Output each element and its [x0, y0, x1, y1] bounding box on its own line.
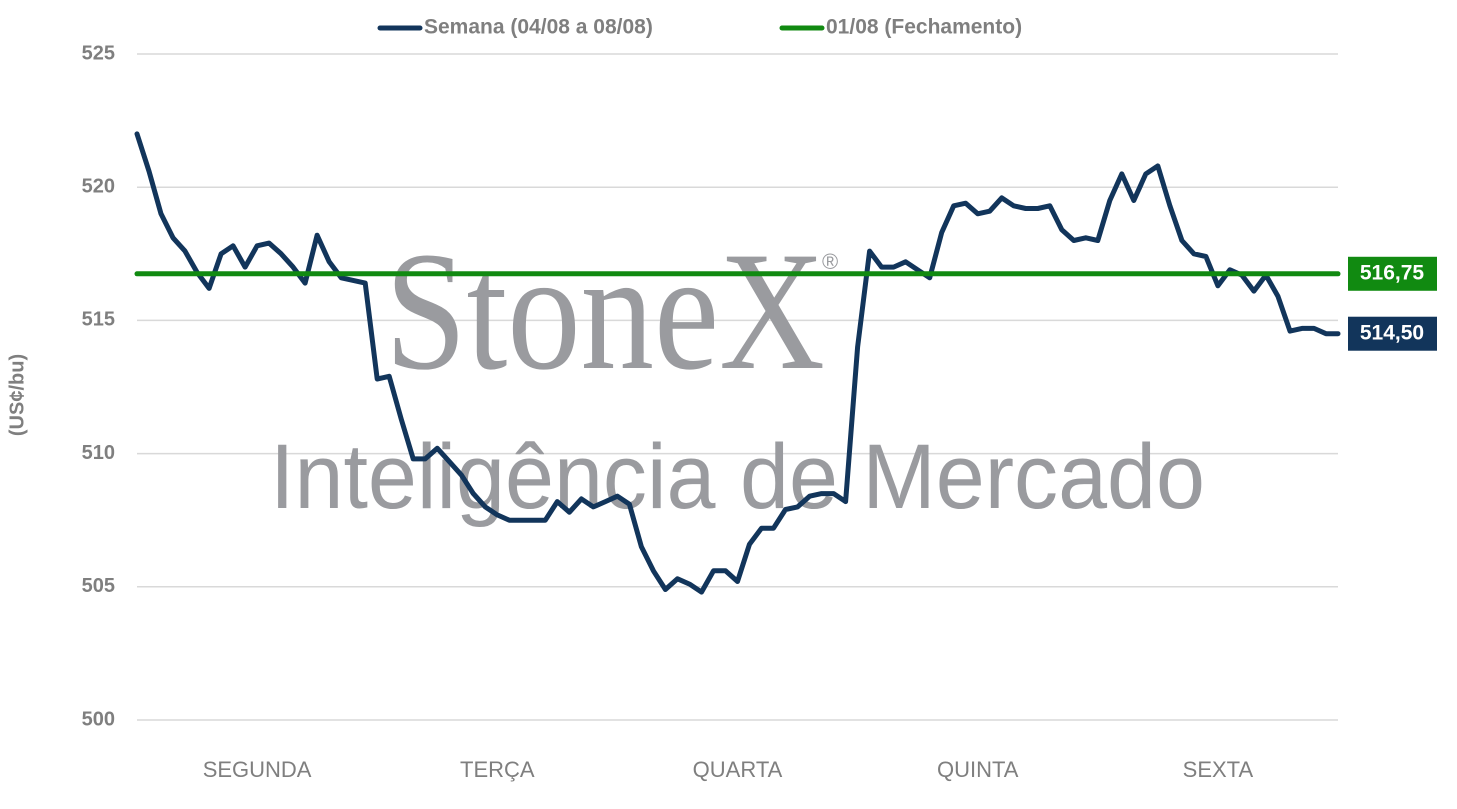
- end-label-box: [1348, 256, 1437, 291]
- grid: [137, 53, 1338, 721]
- x-tick-label: TERÇA: [460, 757, 535, 782]
- y-tick-label: 500: [82, 708, 115, 730]
- x-tick-label: QUINTA: [937, 757, 1019, 782]
- x-tick-label: SEGUNDA: [203, 757, 312, 782]
- end-label: 516,75: [1360, 261, 1425, 284]
- watermark-subtitle: Inteligência de Mercado: [270, 426, 1205, 528]
- y-tick-label: 510: [82, 442, 115, 464]
- legend-label: 01/08 (Fechamento): [826, 16, 1022, 39]
- legend-label: Semana (04/08 a 08/08): [424, 16, 653, 39]
- y-tick-label: 515: [82, 309, 115, 331]
- end-label: 514,50: [1360, 321, 1424, 344]
- watermark-mark: ®: [822, 249, 838, 274]
- watermark-title: StoneX: [385, 217, 825, 405]
- x-tick-label: SEXTA: [1183, 757, 1254, 782]
- x-tick-label: QUARTA: [693, 757, 783, 782]
- y-axis-label: (US¢/bu): [6, 354, 28, 436]
- y-tick-label: 525: [82, 42, 115, 64]
- y-tick-label: 520: [82, 175, 115, 197]
- y-tick-label: 505: [82, 575, 115, 597]
- end-label-box: [1348, 316, 1437, 351]
